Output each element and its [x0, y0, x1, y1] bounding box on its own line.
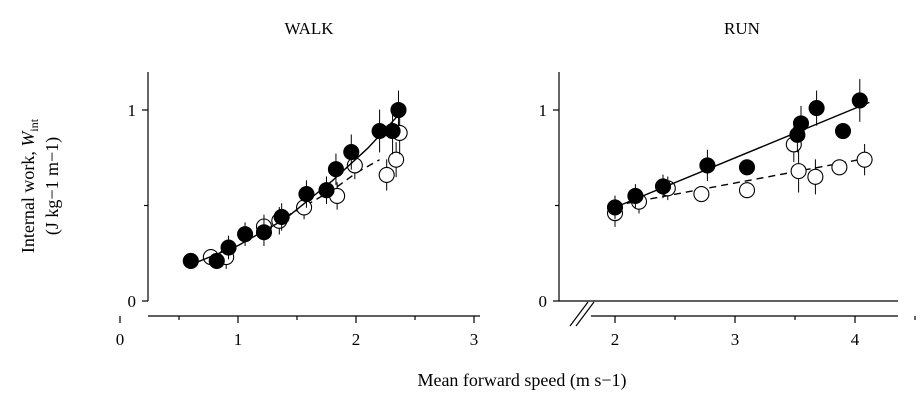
x-tick-label: 1: [234, 330, 243, 349]
x-tick-label: 3: [731, 330, 740, 349]
data-point-open: [831, 159, 848, 176]
data-point-filled: [273, 208, 290, 226]
y-tick-label: 0: [128, 292, 137, 311]
shared-x-axis-label: Mean forward speed (m s−1): [417, 370, 626, 391]
data-point-filled: [298, 185, 315, 203]
y-tick-label: 1: [539, 101, 548, 120]
data-point-filled: [237, 226, 254, 243]
data-point-filled: [182, 252, 199, 269]
panel-title: RUN: [724, 19, 760, 38]
data-point-open: [378, 166, 395, 183]
y-axis-units: (J kg−1 m−1): [42, 137, 63, 235]
x-tick-label: 2: [352, 330, 361, 349]
data-point-filled: [318, 182, 335, 199]
axis-break-mark: [575, 301, 595, 327]
data-point-filled: [384, 122, 401, 140]
data-point-filled: [792, 115, 810, 132]
data-point-filled: [255, 224, 273, 241]
panel-title: WALK: [284, 19, 334, 38]
x-tick-label: 3: [470, 330, 479, 349]
data-point-open: [790, 163, 807, 180]
data-point-filled: [343, 143, 360, 161]
y-axis-label: Internal work, Wint: [18, 118, 41, 253]
y-tick-label: 0: [539, 292, 548, 311]
data-point-filled: [738, 159, 756, 176]
x-tick-label: 4: [851, 330, 860, 349]
data-point-open: [388, 151, 405, 168]
data-point-filled: [654, 178, 672, 195]
axis-break-mark: [569, 301, 589, 327]
data-point-filled: [851, 92, 868, 109]
data-point-filled: [808, 100, 825, 117]
data-point-filled: [327, 161, 344, 178]
data-point-open: [807, 168, 824, 185]
data-point-open: [693, 185, 710, 203]
walk-panel: WALK 0 1 0 1 2 3 Internal work, Wint(J kg−1 m−1…: [18, 19, 480, 349]
x-tick-label: 0: [116, 330, 125, 349]
data-point-filled: [390, 101, 407, 119]
y-tick-label: 1: [128, 101, 137, 120]
data-point-open: [738, 182, 756, 199]
data-point-filled: [699, 157, 716, 174]
data-point-filled: [834, 122, 852, 140]
run-panel: RUN 0 1 2 3 4: [539, 19, 916, 349]
x-tick-label: 2: [611, 330, 620, 349]
fit-line: [190, 113, 401, 266]
data-point-open: [856, 151, 873, 168]
data-point-filled: [606, 199, 624, 216]
data-point-filled: [208, 252, 225, 269]
data-point-filled: [220, 239, 237, 256]
data-point-filled: [627, 187, 644, 204]
